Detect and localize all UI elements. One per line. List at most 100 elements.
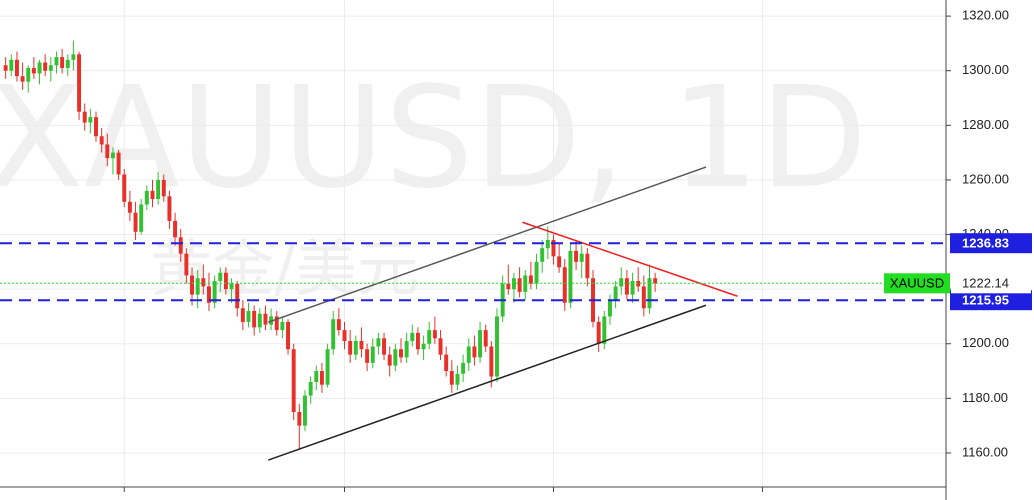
candle-body xyxy=(37,62,42,74)
candle-body xyxy=(14,59,19,77)
candle-body xyxy=(161,179,166,197)
candle-body xyxy=(173,220,178,238)
candle-body xyxy=(246,310,251,322)
trend-line xyxy=(268,304,707,461)
candle-body xyxy=(602,316,607,344)
trend-line xyxy=(522,221,738,297)
candle-body xyxy=(48,65,53,71)
candle-body xyxy=(596,321,601,344)
candle-body xyxy=(427,330,432,344)
level-box xyxy=(950,233,1032,254)
candle-body xyxy=(82,111,87,123)
candle-body xyxy=(342,330,347,342)
candle-body xyxy=(517,278,522,292)
candle-body xyxy=(54,57,59,66)
candle-body xyxy=(359,341,364,350)
candle-body xyxy=(574,250,579,262)
candle-body xyxy=(370,346,375,363)
candle-body xyxy=(348,341,353,355)
y-tick-label: 1200.00 xyxy=(962,335,1009,350)
y-tick-label: 1300.00 xyxy=(962,62,1009,77)
candle-body xyxy=(404,341,409,358)
candle-body xyxy=(585,253,590,279)
candle-body xyxy=(579,253,584,262)
candle-body xyxy=(116,152,121,175)
candle-body xyxy=(20,76,25,82)
candle-body xyxy=(461,362,466,374)
candle-body xyxy=(291,349,296,413)
candle-body xyxy=(353,341,358,355)
candle-body xyxy=(325,349,330,385)
candle-body xyxy=(568,250,573,303)
candle-body xyxy=(150,190,155,200)
candle-body xyxy=(478,330,483,358)
candle-body xyxy=(201,278,206,287)
candle-body xyxy=(489,346,494,377)
candle-body xyxy=(280,321,285,331)
y-tick-label: 1180.00 xyxy=(962,390,1008,405)
candle-body xyxy=(438,338,443,355)
candle-body xyxy=(190,275,195,295)
candle-body xyxy=(297,412,302,426)
candle-body xyxy=(229,283,234,290)
level-box xyxy=(950,290,1032,311)
last-price-box xyxy=(951,273,1031,294)
candle-body xyxy=(195,278,200,295)
candle-body xyxy=(308,381,313,396)
candle-body xyxy=(444,354,449,372)
y-tick-label: 1160.00 xyxy=(962,444,1008,459)
candle-body xyxy=(31,67,36,74)
candle-body xyxy=(133,212,138,232)
candle-body xyxy=(365,349,370,363)
candle-body xyxy=(144,190,149,205)
candle-body xyxy=(449,371,454,385)
level-label: 1236.83 xyxy=(962,236,1009,251)
candle-body xyxy=(127,201,132,213)
candle-body xyxy=(319,371,324,385)
y-tick-label: 1280.00 xyxy=(962,117,1009,132)
candle-body xyxy=(630,280,635,295)
last-price-name: XAUUSD xyxy=(890,276,944,291)
watermark: XAUUSD, 1D xyxy=(0,57,867,220)
candle-body xyxy=(212,280,217,303)
candle-body xyxy=(455,373,460,385)
candle-body xyxy=(382,338,387,355)
candle-body xyxy=(376,338,381,347)
candle-body xyxy=(223,272,228,290)
candle-body xyxy=(432,330,437,339)
candle-body xyxy=(495,316,499,377)
candle-body xyxy=(415,332,420,350)
candle-body xyxy=(274,316,279,331)
candle-body xyxy=(167,196,172,221)
candle-body xyxy=(303,395,307,426)
candle-body xyxy=(624,278,629,295)
candle-body xyxy=(619,278,624,287)
candle-body xyxy=(263,313,268,325)
candle-body xyxy=(557,256,562,268)
candle-body xyxy=(206,286,211,303)
candle-body xyxy=(472,346,477,358)
candle-body xyxy=(551,239,556,257)
candle-body xyxy=(387,354,392,366)
candle-body xyxy=(545,239,550,249)
candle-body xyxy=(636,280,641,287)
candle-body xyxy=(9,59,14,71)
candle-body xyxy=(286,321,291,350)
candle-body xyxy=(178,237,183,254)
candle-body xyxy=(399,349,403,358)
candle-body xyxy=(94,117,98,137)
candle-body xyxy=(393,349,398,366)
candle-body xyxy=(60,57,65,68)
candle-body xyxy=(43,62,48,71)
candle-body xyxy=(647,278,652,309)
candle-body xyxy=(607,300,612,317)
candle-body xyxy=(528,275,533,284)
candle-body xyxy=(331,319,336,350)
candle-body xyxy=(71,54,76,60)
last-price-name-box xyxy=(884,273,950,294)
y-tick-label: 1260.00 xyxy=(962,171,1009,186)
candle-body xyxy=(156,179,161,200)
candle-body xyxy=(613,286,618,301)
